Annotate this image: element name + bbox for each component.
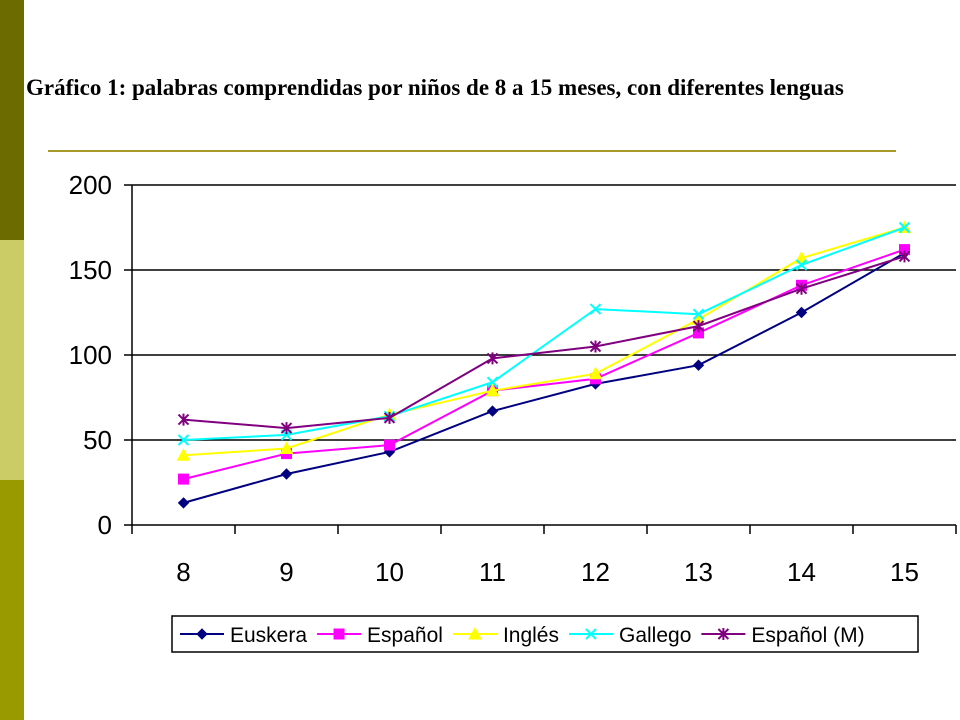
data-point-espa-ol [384, 439, 395, 451]
data-point-euskera [795, 306, 808, 319]
x-tick-label: 9 [279, 557, 293, 587]
legend-marker-euskera [196, 628, 208, 640]
legend-box [171, 615, 919, 653]
series-line-gallego [183, 226, 905, 441]
data-point-ingl-s [279, 441, 294, 454]
data-point-gallego [692, 308, 705, 320]
data-point-ingl-s [485, 383, 500, 397]
series-gallego [177, 221, 911, 446]
data-point-euskera [692, 359, 705, 371]
legend-label-espa-ol-m: Español (M) [751, 624, 864, 647]
data-point-ingl-s [588, 366, 603, 380]
legend-label-euskera: Euskera [230, 624, 307, 647]
y-tick-label: 150 [69, 255, 112, 285]
side-bar-middle [0, 240, 24, 480]
legend-label-gallego: Gallego [619, 624, 691, 647]
x-tick-label: 10 [375, 557, 404, 587]
data-point-gallego [486, 376, 499, 388]
data-point-espa-ol-m [486, 352, 499, 365]
x-tick-label: 13 [684, 557, 713, 587]
series-line-ingl-s [183, 226, 905, 457]
y-tick-label: 200 [69, 170, 112, 200]
x-tick-label: 12 [581, 557, 610, 587]
series-line-espa-ol [183, 248, 905, 481]
data-point-espa-ol-m [383, 411, 396, 424]
data-point-gallego [589, 303, 602, 315]
data-point-euskera [486, 405, 499, 417]
y-tick-label: 100 [69, 340, 112, 370]
slide-title: Gráfico 1: palabras comprendidas por niñ… [26, 75, 844, 100]
series-line-euskera [183, 252, 906, 504]
x-tick-label: 8 [176, 557, 190, 587]
legend-marker-ingl-s [468, 626, 482, 640]
x-tick-label: 15 [890, 557, 919, 587]
series-line-espa-ol-m [183, 255, 905, 430]
legend-marker-espa-ol [333, 628, 345, 640]
data-point-gallego [898, 221, 911, 234]
data-point-ingl-s [176, 448, 191, 461]
legend-marker-espa-ol-m [717, 628, 730, 640]
data-point-espa-ol-m [898, 250, 911, 263]
side-bar-bottom [0, 480, 24, 720]
legend-marker-gallego [585, 628, 597, 640]
data-point-espa-ol-m [589, 340, 602, 353]
y-tick-label: 50 [83, 425, 112, 455]
data-point-espa-ol-m [692, 320, 705, 333]
data-point-espa-ol-m [795, 282, 808, 295]
x-tick-label: 14 [787, 557, 816, 587]
legend: Euskera Español Inglés Gallego Español (M) [171, 615, 919, 653]
data-point-espa-ol [178, 473, 189, 485]
title-rule [48, 150, 896, 152]
y-tick-label: 0 [98, 510, 112, 540]
series-espa-ol-m [177, 250, 911, 435]
x-tick-label: 11 [479, 557, 506, 587]
data-point-espa-ol-m [280, 422, 293, 435]
data-point-euskera [280, 468, 293, 480]
data-point-ingl-s [794, 251, 809, 264]
data-point-gallego [177, 434, 190, 446]
data-point-espa-ol-m [177, 413, 190, 426]
side-bar-top [0, 0, 24, 240]
legend-label-espa-ol: Español [367, 624, 443, 647]
data-point-gallego [795, 259, 808, 271]
legend-label-ingl-s: Inglés [503, 624, 559, 647]
data-point-euskera [177, 497, 190, 509]
